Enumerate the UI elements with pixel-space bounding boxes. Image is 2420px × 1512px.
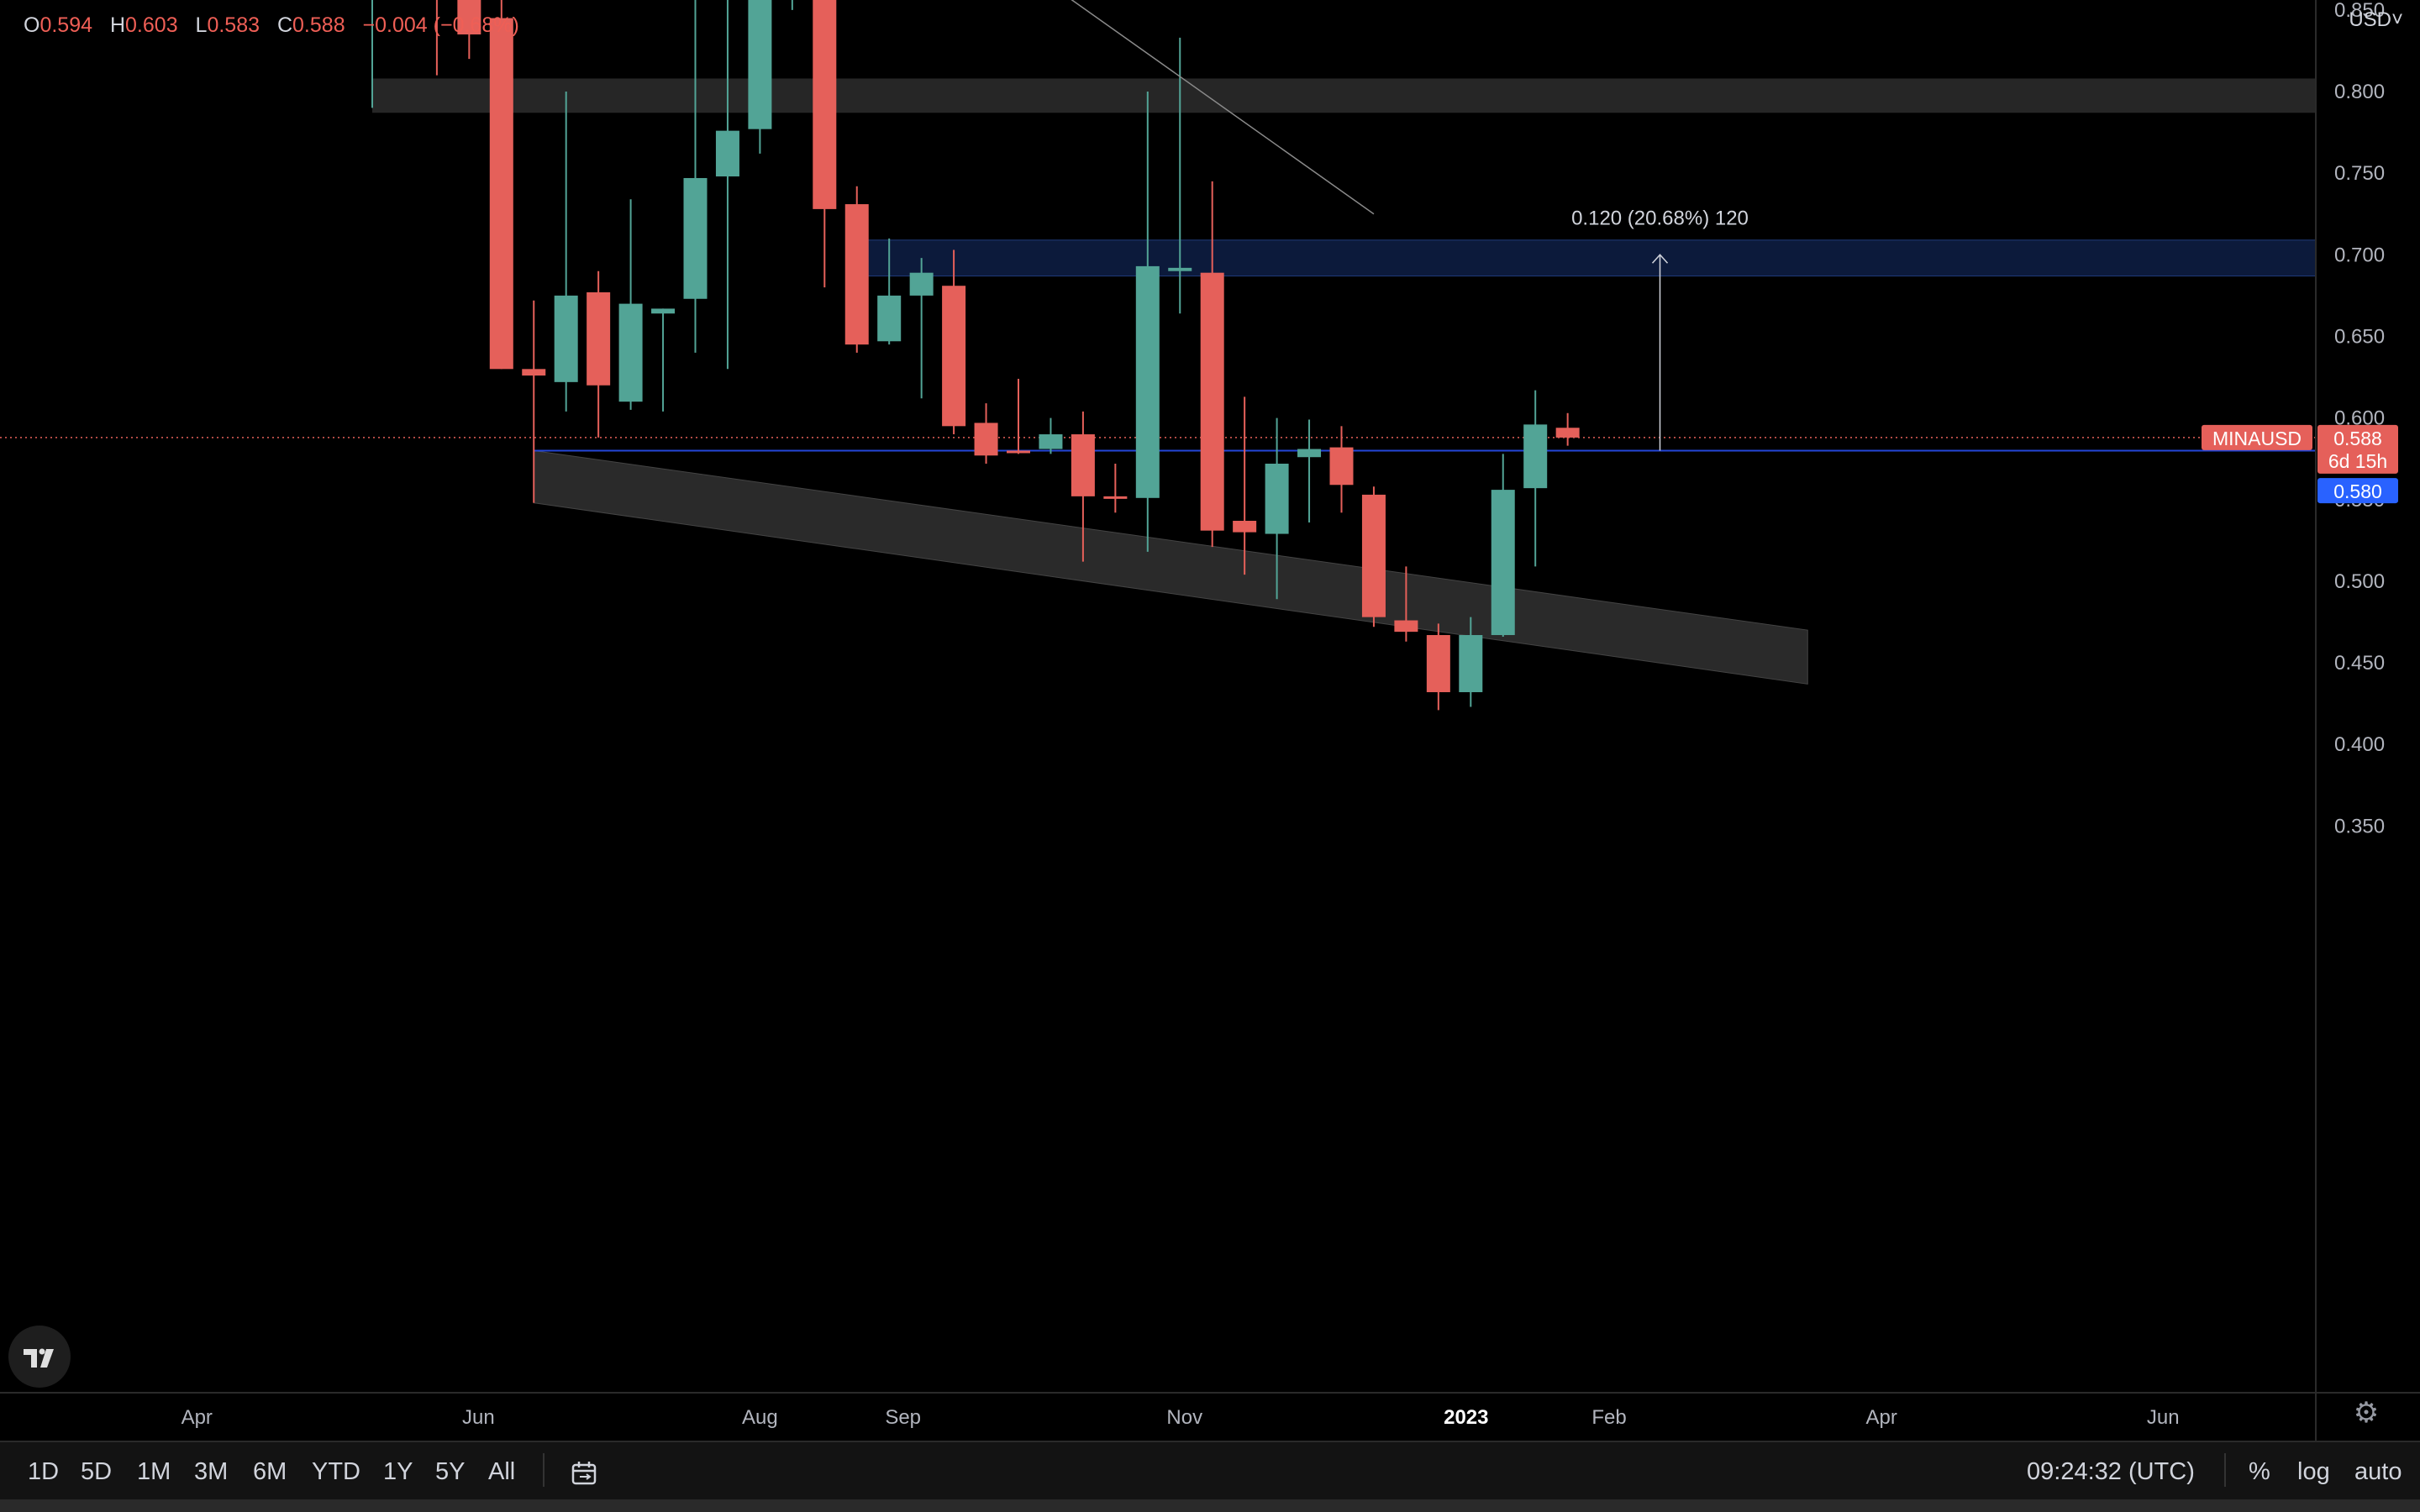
candle-body bbox=[748, 0, 772, 129]
gear-icon[interactable]: ⚙ bbox=[2353, 1397, 2380, 1429]
range-button-all[interactable]: All bbox=[488, 1458, 516, 1485]
candle-body bbox=[522, 369, 546, 376]
y-tick-label: 0.800 bbox=[2334, 81, 2385, 103]
resistance-trendline bbox=[1071, 0, 1375, 215]
ohlc-legend: O0.594 H0.603 L0.583 C0.588 −0.004 (−0.6… bbox=[24, 13, 531, 38]
measure-arrowhead bbox=[1651, 254, 1669, 264]
y-tick-label: 0.700 bbox=[2334, 244, 2385, 266]
candle-body bbox=[1523, 424, 1548, 489]
range-button-ytd[interactable]: YTD bbox=[312, 1458, 360, 1485]
auto-toggle[interactable]: auto bbox=[2354, 1458, 2402, 1485]
x-tick-label: Sep bbox=[885, 1406, 921, 1429]
x-tick-label: Jun bbox=[2147, 1406, 2180, 1429]
candle-body bbox=[1103, 496, 1128, 499]
symbol-tag-label: MINAUSD bbox=[2212, 428, 2302, 449]
change-value: −0.004 (−0.68%) bbox=[362, 13, 519, 37]
y-tick-label: 0.850 bbox=[2334, 0, 2385, 22]
candle-body bbox=[457, 0, 481, 34]
candle-body bbox=[1200, 272, 1224, 531]
bottom-strip bbox=[0, 1499, 2420, 1512]
candle-body bbox=[1233, 521, 1257, 533]
x-tick-label: Apr bbox=[182, 1406, 213, 1429]
candle-body bbox=[618, 303, 643, 402]
x-tick-label: Feb bbox=[1591, 1406, 1626, 1429]
candle-body bbox=[1071, 434, 1095, 496]
y-tick-label: 0.400 bbox=[2334, 733, 2385, 756]
range-button-1m[interactable]: 1M bbox=[137, 1458, 171, 1485]
zone-rect bbox=[372, 78, 2316, 113]
descending-channel bbox=[533, 449, 1808, 685]
range-button-1d[interactable]: 1D bbox=[28, 1458, 60, 1485]
high-label: H bbox=[109, 13, 126, 37]
candle-body bbox=[1394, 620, 1418, 633]
candle-body bbox=[1297, 449, 1322, 458]
y-tick-label: 0.450 bbox=[2334, 652, 2385, 675]
last-price-tag-bg bbox=[2317, 424, 2398, 474]
high-value: 0.603 bbox=[125, 13, 178, 37]
open-label: O bbox=[24, 13, 40, 37]
candle-body bbox=[974, 423, 998, 456]
utc-clock[interactable]: 09:24:32 (UTC) bbox=[2027, 1458, 2195, 1485]
low-value: 0.583 bbox=[207, 13, 260, 37]
x-tick-label: Jun bbox=[462, 1406, 495, 1429]
bottom-toolbar bbox=[0, 1441, 2420, 1501]
x-tick-label: Nov bbox=[1166, 1406, 1202, 1429]
candle-body bbox=[587, 291, 611, 386]
range-button-5d[interactable]: 5D bbox=[81, 1458, 113, 1485]
candle-body bbox=[651, 308, 676, 314]
open-value: 0.594 bbox=[39, 13, 93, 37]
zone-rect bbox=[856, 239, 2317, 277]
candle-body bbox=[942, 286, 966, 427]
toolbar-divider bbox=[543, 1453, 544, 1487]
range-button-5y[interactable]: 5Y bbox=[435, 1458, 466, 1485]
log-toggle[interactable]: log bbox=[2297, 1458, 2330, 1485]
x-tick-label: Aug bbox=[742, 1406, 778, 1429]
x-tick-label: 2023 bbox=[1444, 1406, 1488, 1429]
y-tick-label: 0.350 bbox=[2334, 815, 2385, 837]
y-tick-label: 0.750 bbox=[2334, 162, 2385, 185]
candle-body bbox=[844, 204, 869, 345]
toolbar-divider bbox=[2224, 1453, 2226, 1487]
candle-body bbox=[1459, 635, 1483, 693]
symbol-tag-bg bbox=[2202, 424, 2312, 450]
candle-body bbox=[1491, 490, 1515, 636]
candle-body bbox=[1329, 447, 1354, 486]
price-chart[interactable]: 0.120 (20.68%) 120 1.1501.1001.0501.0000… bbox=[0, 0, 2420, 1441]
candle-body bbox=[1007, 450, 1030, 454]
candle-body bbox=[813, 0, 837, 209]
candle-body bbox=[1361, 494, 1386, 617]
y-tick-label: 0.650 bbox=[2334, 325, 2385, 348]
candle-body bbox=[1265, 464, 1289, 534]
candle-body bbox=[554, 295, 578, 382]
candle-body bbox=[1039, 434, 1063, 449]
candle-body bbox=[489, 18, 513, 370]
level-2-tag-value: 0.580 bbox=[2333, 480, 2382, 502]
range-button-1y[interactable]: 1Y bbox=[383, 1458, 413, 1485]
candle-body bbox=[1135, 265, 1160, 498]
currency-selector[interactable]: USD˅ bbox=[2349, 8, 2403, 31]
measure-label: 0.120 (20.68%) 120 bbox=[1571, 207, 1749, 229]
percent-toggle[interactable]: % bbox=[2249, 1458, 2270, 1485]
close-label: C bbox=[276, 13, 293, 37]
calendar-range-icon[interactable] bbox=[570, 1459, 600, 1489]
tradingview-logo-icon[interactable] bbox=[8, 1326, 71, 1388]
last-price-tag-value: 0.588 bbox=[2333, 428, 2382, 449]
candle-body bbox=[1426, 635, 1450, 693]
last-price-tag-countdown: 6d 15h bbox=[2328, 450, 2387, 472]
candle-body bbox=[877, 295, 902, 342]
candle-body bbox=[715, 130, 739, 177]
low-label: L bbox=[195, 13, 208, 37]
candle-body bbox=[1555, 428, 1580, 438]
range-button-6m[interactable]: 6M bbox=[253, 1458, 287, 1485]
level-2-tag-bg bbox=[2317, 478, 2398, 504]
y-tick-label: 0.500 bbox=[2334, 570, 2385, 593]
range-button-3m[interactable]: 3M bbox=[194, 1458, 229, 1485]
x-tick-label: Apr bbox=[1865, 1406, 1897, 1429]
candle-body bbox=[683, 177, 708, 299]
close-value: 0.588 bbox=[292, 13, 345, 37]
candle-body bbox=[1168, 267, 1192, 271]
candle-body bbox=[909, 272, 934, 296]
